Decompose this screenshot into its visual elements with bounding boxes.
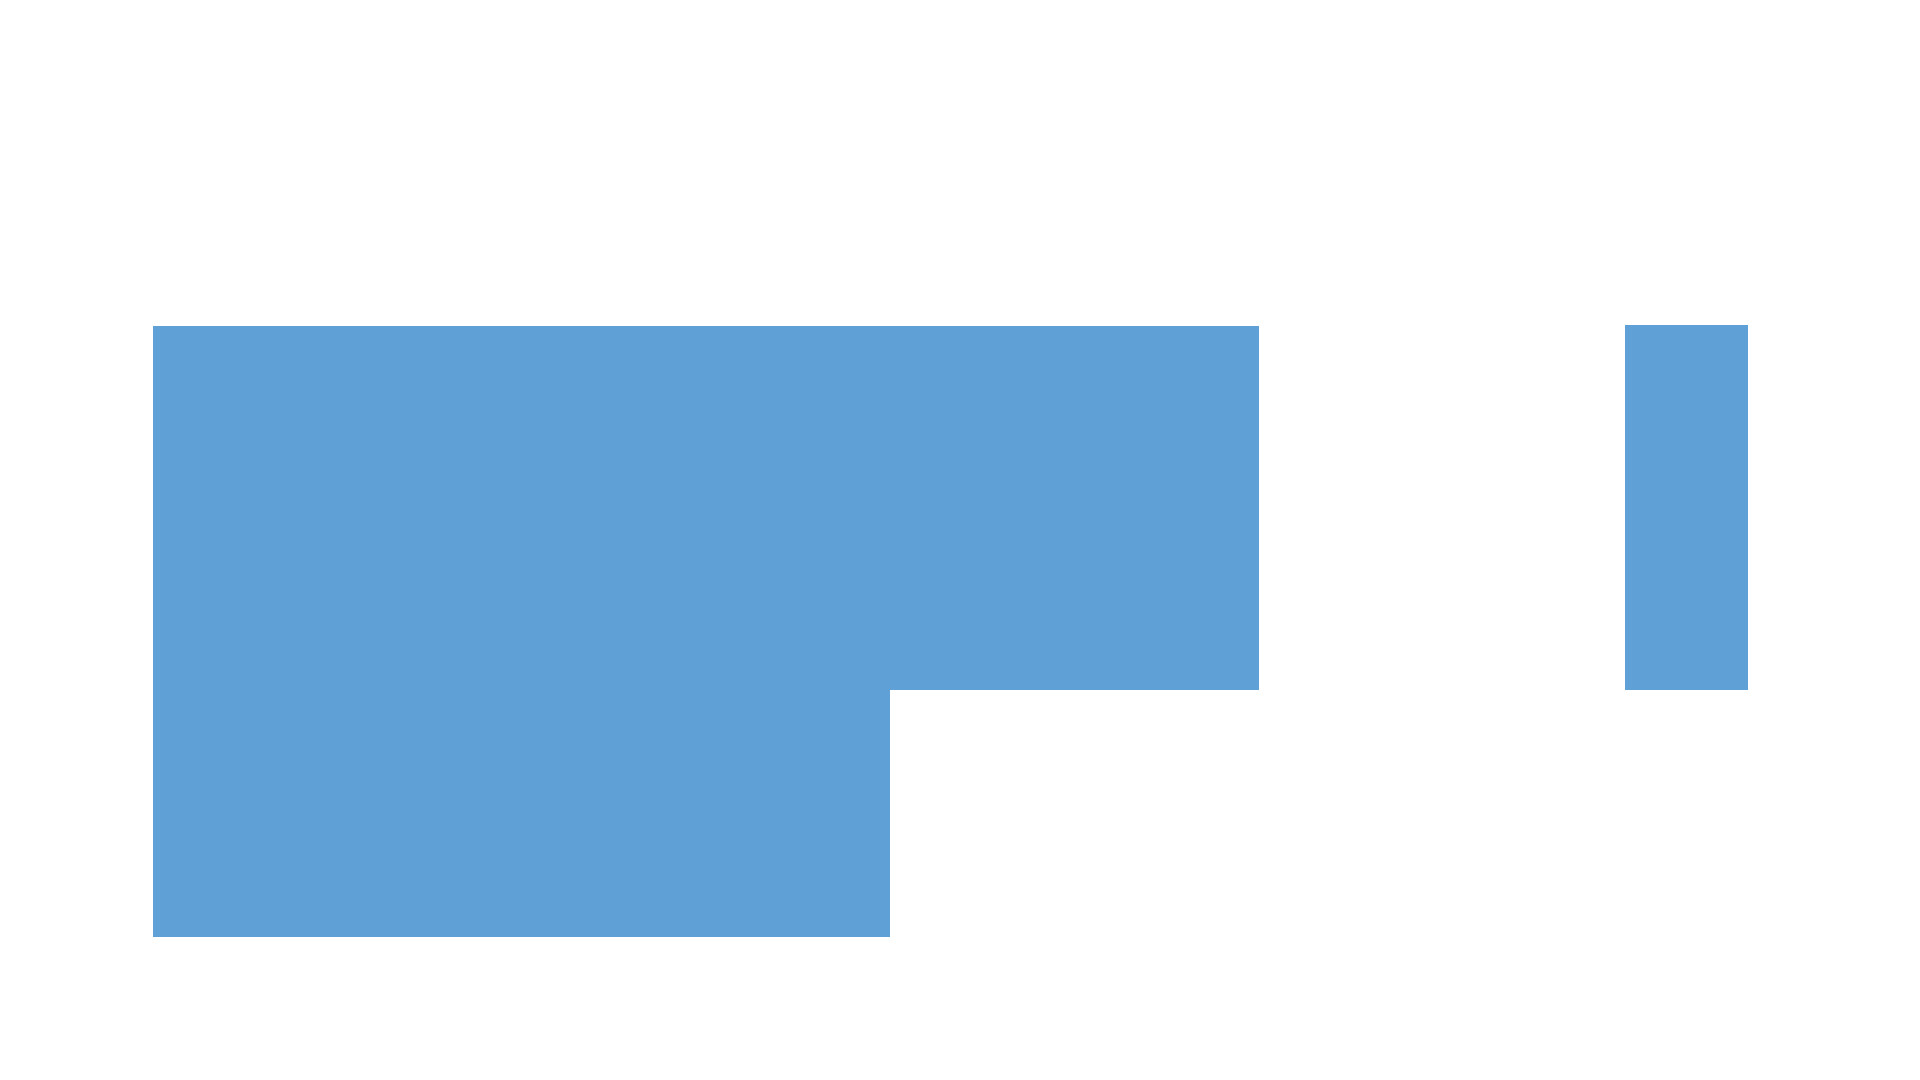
bar-block-2[interactable]: [890, 326, 1259, 690]
bar-block-1[interactable]: [153, 326, 890, 937]
bar-block-3[interactable]: [1625, 325, 1748, 690]
